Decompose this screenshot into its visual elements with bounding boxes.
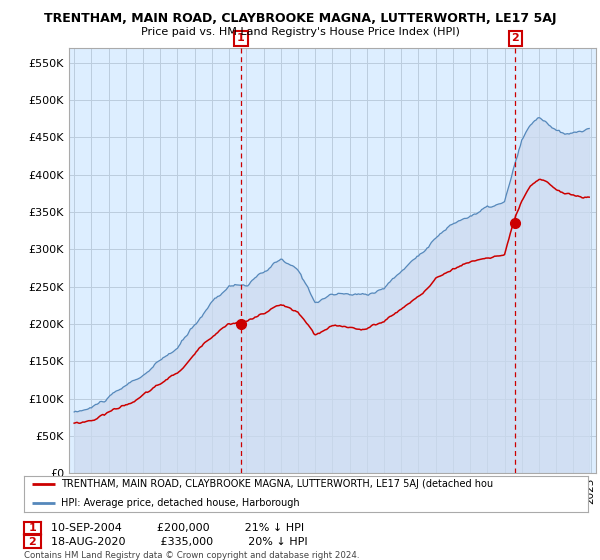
Text: 1: 1	[237, 34, 245, 44]
Text: 10-SEP-2004          £200,000          21% ↓ HPI: 10-SEP-2004 £200,000 21% ↓ HPI	[44, 523, 304, 533]
Text: 2: 2	[29, 536, 36, 547]
Text: 2: 2	[511, 34, 519, 44]
Text: TRENTHAM, MAIN ROAD, CLAYBROOKE MAGNA, LUTTERWORTH, LE17 5AJ: TRENTHAM, MAIN ROAD, CLAYBROOKE MAGNA, L…	[44, 12, 556, 25]
Text: Contains HM Land Registry data © Crown copyright and database right 2024.
This d: Contains HM Land Registry data © Crown c…	[24, 551, 359, 560]
Text: TRENTHAM, MAIN ROAD, CLAYBROOKE MAGNA, LUTTERWORTH, LE17 5AJ (detached hou: TRENTHAM, MAIN ROAD, CLAYBROOKE MAGNA, L…	[61, 479, 493, 489]
Text: HPI: Average price, detached house, Harborough: HPI: Average price, detached house, Harb…	[61, 498, 299, 508]
Text: 1: 1	[29, 523, 36, 533]
Text: Price paid vs. HM Land Registry's House Price Index (HPI): Price paid vs. HM Land Registry's House …	[140, 27, 460, 38]
Text: 18-AUG-2020          £335,000          20% ↓ HPI: 18-AUG-2020 £335,000 20% ↓ HPI	[44, 536, 307, 547]
